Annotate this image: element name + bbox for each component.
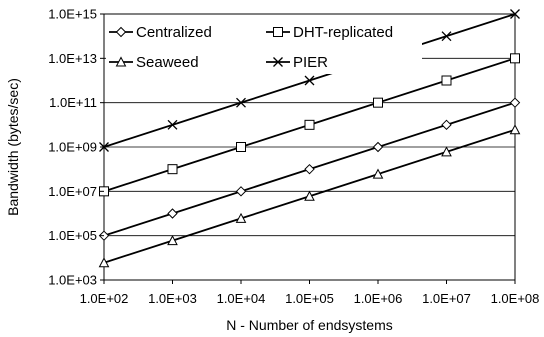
legend-label-pier: PIER	[293, 54, 328, 71]
y-tick-label: 1.0E+09	[48, 140, 97, 155]
y-tick-label: 1.0E+11	[49, 95, 97, 110]
legend-marker-pier	[273, 57, 283, 67]
data-point-seaweed	[98, 257, 110, 268]
data-point-pier	[167, 119, 178, 130]
legend-item-centralized: Centralized	[109, 24, 212, 41]
x-tick-label: 1.0E+05	[285, 291, 334, 306]
y-tick-label: 1.0E+03	[48, 273, 97, 288]
data-point-pier	[304, 75, 315, 86]
x-tick-label: 1.0E+06	[354, 291, 403, 306]
legend-label-centralized: Centralized	[136, 24, 212, 41]
data-point-centralized	[235, 186, 247, 197]
data-point-seaweed	[235, 212, 247, 223]
legend-item-pier: PIER	[266, 54, 328, 71]
data-point-pier	[441, 31, 452, 42]
legend-marker-centralized	[115, 26, 127, 38]
data-point-dht-replicated	[373, 97, 383, 108]
legend-item-seaweed: Seaweed	[109, 54, 199, 71]
data-point-seaweed	[167, 235, 178, 246]
data-point-dht-replicated	[167, 164, 178, 175]
data-point-dht-replicated	[236, 142, 246, 152]
data-point-centralized	[372, 141, 384, 153]
legend-marker-dht-replicated	[273, 27, 283, 37]
series	[98, 9, 521, 268]
x-tick-label: 1.0E+07	[422, 291, 471, 306]
data-point-centralized	[441, 119, 452, 131]
data-point-centralized	[167, 208, 178, 219]
y-axis-title: Bandwidth (bytes/sec)	[5, 78, 21, 216]
legend-item-dht-replicated: DHT-replicated	[266, 24, 393, 41]
x-tick-label: 1.0E+03	[148, 291, 197, 306]
legend-label-seaweed: Seaweed	[136, 54, 199, 71]
x-tick-label: 1.0E+02	[80, 291, 129, 306]
data-point-seaweed	[304, 190, 315, 201]
legend-label-dht-replicated: DHT-replicated	[293, 24, 393, 41]
y-tick-label: 1.0E+07	[48, 184, 97, 199]
data-point-pier	[510, 9, 520, 19]
y-tick-label: 1.0E+05	[48, 228, 97, 243]
data-point-pier	[236, 97, 246, 108]
data-point-centralized	[304, 163, 315, 175]
data-point-dht-replicated	[510, 53, 520, 64]
y-tick-label: 1.0E+13	[48, 51, 97, 66]
legend: Centralized DHT-replicated Seaweed PIER	[106, 16, 422, 74]
x-tick-label: 1.0E+04	[217, 291, 266, 306]
data-point-seaweed	[441, 146, 452, 157]
series-centralized	[98, 97, 521, 241]
data-point-dht-replicated	[304, 119, 315, 130]
y-tick-label: 1.0E+15	[48, 7, 97, 22]
data-point-centralized	[509, 97, 521, 108]
x-axis-ticks: 1.0E+02 1.0E+03 1.0E+04 1.0E+05 1.0E+06 1.0E+…	[80, 280, 540, 306]
series-dht-replicated	[99, 53, 520, 197]
x-axis-title: N - Number of endsystems	[226, 317, 393, 333]
series-seaweed	[98, 124, 521, 268]
legend-marker-seaweed	[115, 56, 127, 67]
legend-background	[106, 16, 422, 74]
data-point-seaweed	[372, 168, 384, 179]
data-point-seaweed	[509, 124, 521, 135]
grid	[104, 57, 515, 237]
data-point-dht-replicated	[441, 75, 452, 86]
y-axis-ticks: 1.0E+03 1.0E+05 1.0E+07 1.0E+09 1.0E+11 1.0E+…	[48, 7, 104, 288]
x-tick-label: 1.0E+08	[491, 291, 540, 306]
